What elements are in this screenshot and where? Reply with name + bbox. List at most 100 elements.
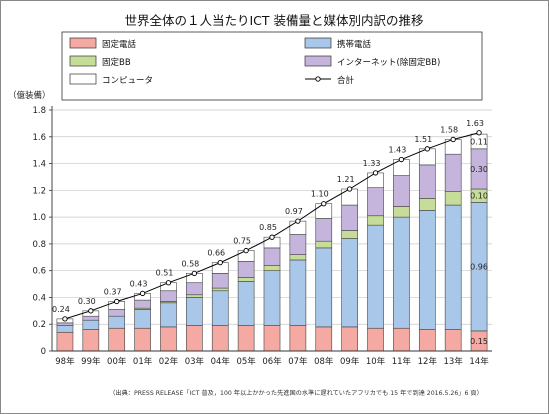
bar-segment-fixed_phone bbox=[134, 327, 151, 352]
total-data-label: 1.21 bbox=[337, 175, 355, 184]
y-tick-label: 0.8 bbox=[32, 240, 46, 250]
total-data-label: 0.43 bbox=[130, 279, 148, 288]
legend-swatch-computer bbox=[69, 73, 97, 85]
bar-segment-mobile_phone bbox=[341, 238, 358, 328]
y-tick-label: 1.4 bbox=[32, 160, 46, 170]
total-point bbox=[398, 156, 405, 163]
bar-segment-fixed_phone bbox=[367, 327, 384, 352]
bar-segment-internet bbox=[186, 282, 203, 296]
total-point bbox=[321, 201, 327, 207]
bar-segment-internet bbox=[393, 175, 410, 207]
total-point bbox=[372, 170, 379, 176]
y-tick-label: 0 bbox=[41, 347, 46, 357]
bar-segment-internet bbox=[341, 204, 358, 231]
bar-segment-fixed_bb bbox=[237, 277, 255, 282]
x-tick-label: 12年 bbox=[418, 356, 438, 367]
total-point bbox=[217, 259, 223, 266]
total-point bbox=[346, 186, 353, 192]
bar-segment-fixed_bb bbox=[367, 215, 384, 226]
bar-segment-internet bbox=[82, 315, 100, 321]
legend-swatch-fixed_phone bbox=[69, 37, 97, 49]
bar-segment-mobile_phone bbox=[289, 259, 307, 326]
total-data-label: 1.10 bbox=[311, 190, 329, 199]
bar-segment-fixed_phone bbox=[418, 329, 436, 352]
total-point bbox=[295, 218, 301, 224]
y-tick-label: 1.6 bbox=[32, 133, 46, 143]
bar-segment-fixed_bb bbox=[418, 198, 436, 211]
bar-segment-fixed_phone bbox=[160, 326, 177, 352]
x-tick-label: 10年 bbox=[366, 356, 386, 367]
bar-segment-fixed_phone bbox=[315, 326, 333, 352]
legend-label-mobile_phone: 携帯電話 bbox=[337, 39, 372, 50]
data-labels: 0.24 0.30 0.37 0.43 0.51 0.58 0.66 0.75 0.85 0.97… bbox=[52, 119, 488, 346]
bar-segment-fixed_bb bbox=[186, 294, 203, 298]
total-point bbox=[191, 270, 198, 276]
total-data-label: 0.37 bbox=[104, 287, 122, 296]
x-tick-label: 11年 bbox=[392, 356, 412, 367]
y-unit-label: （億装備） bbox=[8, 90, 51, 101]
total-data-label: 0.30 bbox=[78, 297, 96, 306]
total-data-label: 1.63 bbox=[466, 119, 484, 128]
x-tick-label: 04年 bbox=[211, 356, 231, 367]
bar-segment-internet bbox=[418, 164, 436, 199]
total-line bbox=[62, 130, 482, 322]
bar-segment-fixed_bb bbox=[263, 265, 281, 271]
bar-segment-mobile_phone bbox=[134, 309, 151, 329]
bar-segment-mobile_phone bbox=[315, 247, 333, 328]
bar-segment-fixed_bb bbox=[315, 240, 333, 249]
legend-label-fixed_phone: 固定電話 bbox=[102, 39, 137, 50]
bar-segment-internet bbox=[160, 290, 177, 302]
total-data-label: 1.43 bbox=[389, 146, 407, 155]
total-data-label: 1.51 bbox=[414, 135, 432, 144]
chart-title: 世界全体の１人当たりICT 装備量と媒体別内訳の推移 bbox=[124, 13, 423, 28]
total-data-label: 0.97 bbox=[285, 207, 303, 216]
bar-segment-fixed_bb bbox=[289, 254, 307, 261]
legend-label-total: 合計 bbox=[337, 75, 355, 86]
total-data-label: 0.24 bbox=[52, 305, 70, 314]
bar-segment-mobile_phone bbox=[237, 281, 255, 326]
bar-segment-fixed_phone bbox=[393, 327, 410, 352]
x-tick-label: 08年 bbox=[314, 356, 334, 367]
bar-segment-mobile_phone bbox=[263, 270, 281, 326]
bar-segment-fixed_bb bbox=[393, 206, 410, 218]
legend-swatch-internet bbox=[304, 55, 332, 67]
legend-box bbox=[61, 31, 483, 101]
x-tick-label: 03年 bbox=[185, 356, 205, 367]
bar-segment-fixed_bb bbox=[341, 230, 358, 239]
y-tick-label: 1.2 bbox=[32, 186, 46, 196]
x-tick-label: 99年 bbox=[81, 356, 101, 367]
legend-swatch-fixed_bb bbox=[69, 55, 97, 67]
total-data-label: 0.51 bbox=[156, 269, 174, 278]
total-point bbox=[243, 247, 249, 254]
total-point bbox=[62, 316, 68, 322]
total-point bbox=[88, 308, 94, 314]
total-point bbox=[269, 234, 275, 240]
bar-segment-internet bbox=[444, 153, 462, 192]
segment-data-label-mobile_phone: 0.96 bbox=[470, 263, 488, 272]
bar-segment-internet bbox=[289, 234, 307, 255]
total-point bbox=[424, 146, 430, 152]
bar-segment-internet bbox=[367, 187, 384, 217]
bar-segment-fixed_phone bbox=[211, 325, 229, 352]
bar-segment-mobile_phone bbox=[82, 319, 100, 330]
bar-segment-mobile_phone bbox=[393, 216, 410, 329]
y-tick-label: 0.2 bbox=[32, 320, 46, 330]
total-point bbox=[139, 290, 146, 297]
total-data-label: 0.85 bbox=[259, 223, 277, 232]
legend-label-computer: コンピュータ bbox=[102, 76, 153, 86]
bar-segment-internet bbox=[134, 299, 151, 309]
bar-segment-mobile_phone bbox=[186, 297, 203, 326]
bar-segment-fixed_phone bbox=[108, 327, 126, 352]
bar-segment-fixed_bb bbox=[444, 191, 462, 206]
legend-marker-total bbox=[315, 76, 321, 82]
bar-segment-fixed_phone bbox=[341, 326, 358, 352]
bar-segment-fixed_phone bbox=[263, 325, 281, 352]
bar-segment-mobile_phone bbox=[56, 325, 74, 333]
bar-segment-internet bbox=[56, 322, 74, 326]
total-point bbox=[476, 130, 482, 136]
axes: 0 0.2 0.4 0.6 0.8 1.0 1.2 1.4 1.6 1.8 98年 99年 00年 01年… bbox=[32, 106, 492, 367]
x-tick-label: 98年 bbox=[55, 356, 75, 367]
